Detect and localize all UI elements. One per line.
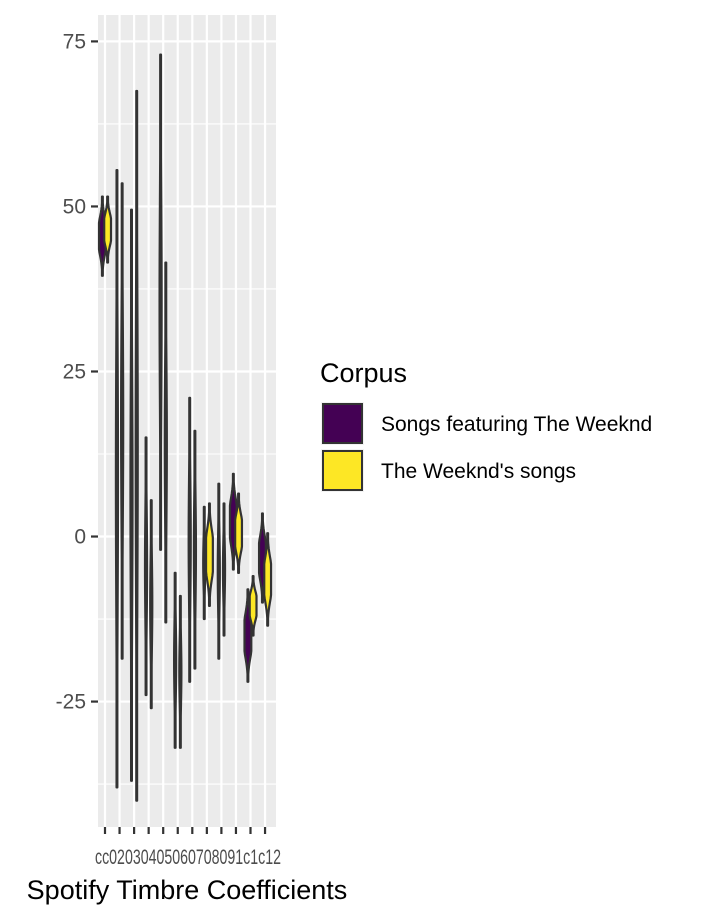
violin-weeknd-c05 (163, 261, 168, 624)
x-axis: cc02030405060708091c1c12 (95, 827, 281, 869)
violin-weeknd-c09 (221, 502, 227, 637)
legend-label: Songs featuring The Weeknd (381, 413, 652, 436)
y-tick-label: -25 (56, 691, 86, 714)
violin-featuring-c05 (158, 53, 163, 551)
violin-weeknd-c02 (120, 182, 125, 660)
y-tick-label: 50 (63, 195, 86, 218)
legend-title: Corpus (320, 358, 407, 388)
legend-key (322, 450, 363, 491)
violin-featuring-c09 (216, 482, 221, 660)
violin-featuring-c02 (114, 169, 120, 789)
x-axis-title: Spotify Timbre Coefficients (27, 875, 348, 905)
x-tick-labels: cc02030405060708091c1c12 (95, 846, 281, 869)
y-axis: -25 0 25 50 75 (56, 30, 98, 714)
y-tick-label: 25 (63, 360, 86, 383)
violin-weeknd-c01 (103, 195, 113, 264)
legend-key (322, 403, 363, 444)
violin-featuring-c07 (187, 396, 192, 683)
violin-weeknd-c10 (234, 492, 244, 574)
y-tick-label: 75 (63, 30, 86, 53)
violin-weeknd-c06 (178, 594, 183, 749)
violin-weeknd-c12 (263, 532, 273, 627)
violin-featuring-c04 (143, 436, 149, 697)
y-tick-label: 0 (74, 526, 86, 549)
grid-lines (98, 15, 276, 827)
legend-label: The Weeknd's songs (381, 460, 576, 483)
violin-weeknd-c03 (134, 89, 139, 802)
violin-weeknd-c04 (149, 499, 154, 710)
violin-weeknd-c07 (192, 429, 198, 670)
violins (97, 53, 273, 802)
violin-featuring-c03 (129, 208, 134, 782)
plot-panel (98, 15, 276, 827)
violin-weeknd-c08 (204, 502, 214, 607)
legend: Corpus Songs featuring The Weeknd The Wee… (320, 358, 652, 492)
violin-featuring-c06 (173, 571, 178, 749)
violin-weeknd-c11 (248, 575, 258, 637)
